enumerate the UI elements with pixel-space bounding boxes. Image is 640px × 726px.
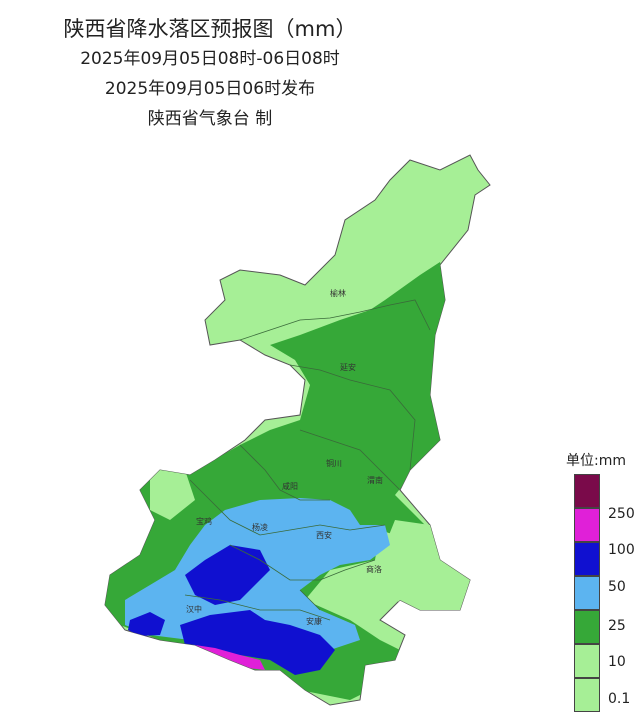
rain-zone-0-10-southwest — [150, 470, 195, 520]
legend-swatch-25-50 — [574, 576, 600, 610]
legend-label-250: 250 — [608, 506, 635, 522]
city-label-tongchuan: 铜川 — [326, 458, 342, 468]
legend-swatch-0-10-lower — [574, 678, 600, 712]
map-title: 陕西省降水落区预报图（mm） — [63, 17, 357, 41]
rain-zone-100-250 — [195, 645, 265, 670]
legend-swatch-100-250 — [574, 508, 600, 542]
rain-zone-50-100-c — [128, 612, 165, 636]
city-label-shangluo: 商洛 — [366, 564, 382, 574]
legend-label-25: 25 — [608, 618, 626, 634]
legend-label-50: 50 — [608, 579, 626, 595]
city-label-weinan: 渭南 — [367, 475, 383, 485]
city-label-yanan: 延安 — [340, 362, 356, 372]
legend-label-100: 100 — [608, 542, 635, 558]
issuing-agency: 陕西省气象台 制 — [147, 109, 273, 129]
legend-swatch-250-plus — [574, 474, 600, 508]
legend-swatch-10-25 — [574, 610, 600, 644]
issue-time: 2025年09月05日06时发布 — [104, 79, 316, 99]
legend-swatch-50-100 — [574, 542, 600, 576]
rain-zone-0-10-east — [380, 520, 475, 612]
forecast-period: 2025年09月05日08时-06日08时 — [80, 49, 340, 69]
city-label-baoji: 宝鸡 — [196, 516, 212, 526]
city-label-yangling: 杨凌 — [252, 522, 268, 532]
map-title-block: 陕西省降水落区预报图（mm） 2025年09月05日08时-06日08时 202… — [0, 14, 420, 134]
rain-zone-50-100-b — [180, 610, 335, 675]
city-label-ankang: 安康 — [306, 616, 322, 626]
rain-zone-50-100-a — [185, 545, 270, 605]
legend-swatch-0-10-upper — [574, 644, 600, 678]
city-label-hanzhong: 汉中 — [186, 604, 202, 614]
legend-label-10: 10 — [608, 654, 626, 670]
city-label-yulin: 榆林 — [330, 288, 346, 298]
city-labels: 榆林 延安 铜川 渭南 咸阳 宝鸡 杨凌 西安 商洛 汉中 安康 — [186, 288, 383, 626]
legend-label-0-1: 0.1 — [608, 691, 631, 707]
city-label-xianyang: 咸阳 — [282, 481, 298, 491]
legend-unit-label: 单位:mm — [566, 453, 626, 469]
city-label-xian: 西安 — [316, 530, 332, 540]
prefecture-boundaries — [184, 299, 431, 621]
